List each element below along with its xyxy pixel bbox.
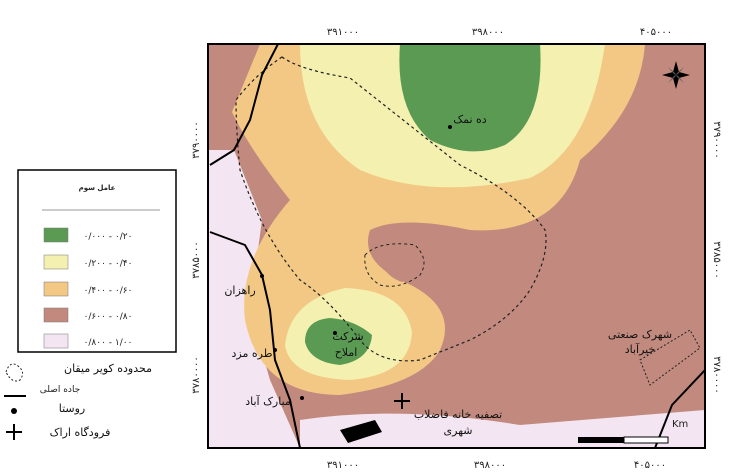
legend-airport-label: فرودگاه اراک — [50, 426, 111, 439]
tick-top: ۳۹۱۰۰۰ — [327, 27, 359, 38]
legend-boundary-label: محدوده کویر میقان — [64, 362, 152, 375]
legend-label-class1: ۰/۰۰۰ - ۰/۲۰ — [84, 232, 133, 242]
label-shahri: شهری — [444, 424, 473, 437]
legend-label-class2: ۰/۲۰۰ - ۰/۴۰ — [84, 259, 133, 269]
legend-label-class4: ۰/۶۰۰ - ۰/۸۰ — [84, 312, 133, 322]
village-marker — [448, 125, 452, 129]
village-marker — [300, 396, 304, 400]
village-marker — [260, 274, 264, 278]
main-road-east — [654, 369, 705, 448]
legend-boundary-icon — [5, 363, 24, 382]
zone-class1-top — [399, 44, 541, 152]
tick-bottom: ۴۰۵۰۰۰ — [634, 460, 666, 471]
map-zones — [208, 44, 705, 448]
label-deh-namak: ده نمک — [453, 113, 487, 126]
legend-title: عامل سوم — [79, 184, 116, 192]
legend-swatch-class1 — [43, 227, 69, 243]
main-road-central — [209, 231, 301, 448]
tick-right: ۳۷۸۵۰۰۰ — [711, 241, 722, 279]
tick-left: ۳۷۹۰۰۰۰ — [191, 121, 202, 159]
zone-class5-west — [208, 150, 300, 448]
label-mobarak-abad: مبارک آباد — [245, 394, 291, 408]
tick-bottom: ۳۹۸۰۰۰ — [474, 460, 506, 471]
legend-village-label: روستا — [59, 402, 86, 415]
main-road-west — [209, 44, 279, 166]
treatment-plant-area — [340, 420, 382, 443]
label-kheirabad: خیرآباد — [625, 342, 656, 356]
map-frame — [207, 43, 706, 449]
legend-swatch-class2 — [43, 254, 69, 270]
village-marker — [273, 348, 277, 352]
tick-right: ۳۷۹۰۰۰۰ — [711, 121, 722, 159]
label-tereh-mazd: طره مزد — [232, 347, 273, 360]
tick-right: ۳۷۸۰۰۰۰ — [711, 356, 722, 394]
scale-unit-label: Km — [672, 419, 688, 430]
label-tasfiye-khane: تصفیه خانه فاضلاب — [414, 408, 502, 421]
label-rahzan: راهزان — [224, 284, 255, 297]
scale-bar — [578, 436, 669, 444]
tick-left: ۳۷۸۰۰۰۰ — [191, 356, 202, 394]
legend-swatch-class3 — [43, 281, 69, 297]
label-sherkat: شرکت — [332, 330, 363, 343]
legend-swatch-class4 — [43, 307, 69, 323]
zone-class1-south — [305, 318, 372, 365]
village-marker — [333, 331, 337, 335]
legend-swatch-class5 — [43, 333, 69, 349]
kavir-boundary — [235, 56, 547, 362]
legend-label-class3: ۰/۴۰۰ - ۰/۶۰ — [84, 286, 133, 296]
legend-road-label: جاده اصلی — [40, 385, 81, 395]
label-amlah: املاح — [335, 346, 358, 359]
zone-class4-island — [375, 243, 425, 282]
airport-icon — [394, 393, 410, 409]
kavir-boundary-inner — [364, 243, 425, 287]
legend-airport-icon — [6, 424, 22, 440]
north-arrow-icon — [662, 61, 690, 89]
tick-left: ۳۷۸۵۰۰۰ — [191, 241, 202, 279]
tick-bottom: ۳۹۱۰۰۰ — [327, 460, 359, 471]
tick-top: ۳۹۸۰۰۰ — [472, 27, 504, 38]
tick-top: ۴۰۵۰۰۰ — [640, 27, 672, 38]
legend-label-class5: ۰/۸۰۰ - ۱/۰۰ — [84, 338, 133, 348]
label-shahrak-sanati: شهرک صنعتی — [608, 328, 672, 341]
legend-village-icon — [11, 408, 17, 414]
